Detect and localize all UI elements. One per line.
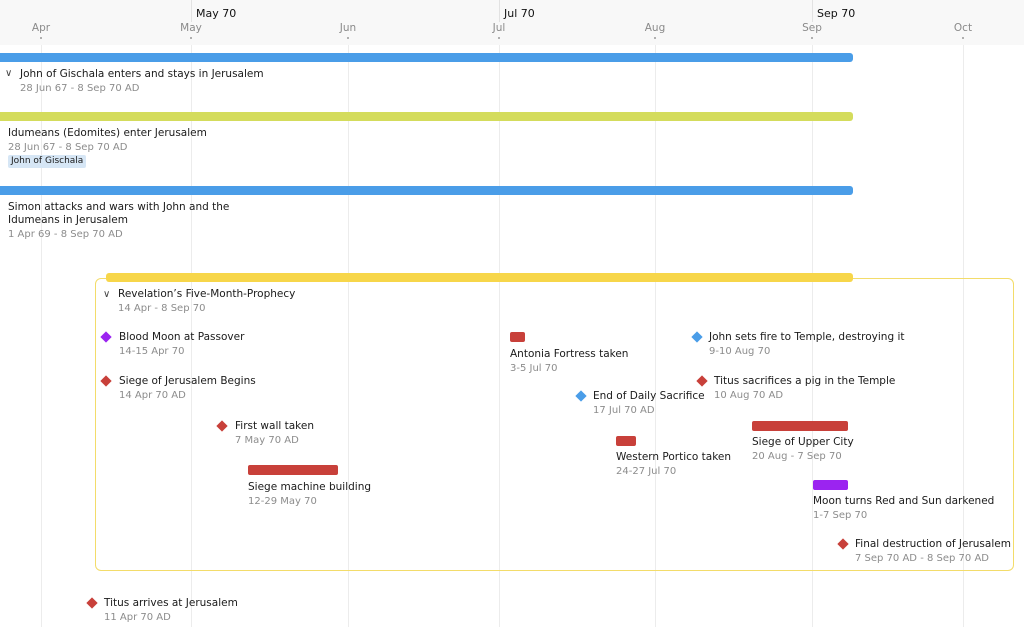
- gridline-may: [191, 45, 192, 627]
- item-title[interactable]: Final destruction of Jerusalem: [855, 538, 1011, 550]
- chevron-down-icon[interactable]: ∨: [103, 289, 111, 300]
- item-dates: 12-29 May 70: [248, 496, 317, 507]
- group-title[interactable]: Revelation’s Five-Month-Prophecy: [118, 288, 296, 300]
- group-container: [95, 278, 1014, 571]
- task-bar-western-portico[interactable]: [616, 436, 636, 446]
- task-bar-upper-city[interactable]: [752, 421, 848, 431]
- month-label-oct: Oct: [953, 22, 973, 34]
- item-dates: 9-10 Aug 70: [709, 346, 771, 357]
- item-title[interactable]: Siege machine building: [248, 481, 372, 493]
- gridline-apr: [41, 45, 42, 627]
- gridline-jul: [499, 45, 500, 627]
- item-title[interactable]: Siege of Jerusalem Begins: [119, 375, 256, 387]
- event-dates: 28 Jun 67 - 8 Sep 70 AD: [8, 142, 128, 153]
- event-title[interactable]: Titus arrives at Jerusalem: [104, 597, 238, 609]
- event-bar-john-of-gischala[interactable]: [0, 53, 853, 62]
- item-dates: 17 Jul 70 AD: [593, 405, 655, 416]
- task-bar-moon-red[interactable]: [813, 480, 848, 490]
- event-bar-idumeans[interactable]: [0, 112, 853, 121]
- item-dates: 7 May 70 AD: [235, 435, 299, 446]
- month-tick: [962, 37, 964, 39]
- upper-tick: [812, 0, 813, 22]
- event-dates: 28 Jun 67 - 8 Sep 70 AD: [20, 83, 140, 94]
- month-label-apr: Apr: [31, 22, 51, 34]
- month-tick: [347, 37, 349, 39]
- task-bar-siege-machine[interactable]: [248, 465, 338, 475]
- item-dates: 1-7 Sep 70: [813, 510, 868, 521]
- upper-tick: [499, 0, 500, 22]
- item-dates: 14-15 Apr 70: [119, 346, 185, 357]
- item-title[interactable]: Titus sacrifices a pig in the Temple: [714, 375, 896, 387]
- group-dates: 14 Apr - 8 Sep 70: [118, 303, 206, 314]
- month-label-jul: Jul: [492, 22, 506, 34]
- event-dates: 11 Apr 70 AD: [104, 612, 171, 623]
- month-tick: [654, 37, 656, 39]
- milestone-diamond-icon[interactable]: [86, 597, 98, 609]
- gridline-jun: [348, 45, 349, 627]
- item-dates: 24-27 Jul 70: [616, 466, 677, 477]
- event-bar-simon-attacks[interactable]: [0, 186, 853, 195]
- event-title-line2[interactable]: Idumeans in Jerusalem: [8, 214, 128, 226]
- item-dates: 14 Apr 70 AD: [119, 390, 186, 401]
- group-bar-five-month-prophecy[interactable]: [106, 273, 853, 282]
- upper-tick: [191, 0, 192, 22]
- event-tag[interactable]: John of Gischala: [8, 155, 87, 168]
- item-title[interactable]: Antonia Fortress taken: [510, 348, 629, 360]
- item-dates: 3-5 Jul 70: [510, 363, 558, 374]
- item-dates: 10 Aug 70 AD: [714, 390, 784, 401]
- item-title[interactable]: Western Portico taken: [616, 451, 732, 463]
- month-label-may: May: [180, 22, 202, 34]
- item-dates: 20 Aug - 7 Sep 70: [752, 451, 842, 462]
- item-title[interactable]: First wall taken: [235, 420, 315, 432]
- item-title[interactable]: John sets fire to Temple, destroying it: [709, 331, 905, 343]
- month-label-aug: Aug: [644, 22, 666, 34]
- event-dates: 1 Apr 69 - 8 Sep 70 AD: [8, 229, 123, 240]
- upper-label-jul-70: Jul 70: [504, 7, 535, 20]
- timescale-header: May 70 Jul 70 Sep 70 Apr May Jun Jul Aug…: [0, 0, 1024, 45]
- gridline-aug: [655, 45, 656, 627]
- upper-label-may-70: May 70: [196, 7, 237, 20]
- month-tick: [190, 37, 192, 39]
- event-title[interactable]: Idumeans (Edomites) enter Jerusalem: [8, 127, 207, 139]
- item-title[interactable]: Moon turns Red and Sun darkened: [813, 495, 995, 507]
- month-label-jun: Jun: [339, 22, 357, 34]
- chevron-down-icon[interactable]: ∨: [5, 68, 13, 79]
- item-title[interactable]: Siege of Upper City: [752, 436, 854, 448]
- month-tick: [498, 37, 500, 39]
- gridline-sep: [812, 45, 813, 627]
- item-title[interactable]: Blood Moon at Passover: [119, 331, 245, 343]
- month-label-sep: Sep: [802, 22, 822, 34]
- event-title-line1[interactable]: Simon attacks and wars with John and the: [8, 201, 230, 213]
- event-title[interactable]: John of Gischala enters and stays in Jer…: [20, 68, 264, 80]
- item-dates: 7 Sep 70 AD - 8 Sep 70 AD: [855, 553, 989, 564]
- task-bar-antonia[interactable]: [510, 332, 525, 342]
- month-tick: [40, 37, 42, 39]
- month-tick: [811, 37, 813, 39]
- gridline-oct: [963, 45, 964, 627]
- upper-label-sep-70: Sep 70: [817, 7, 856, 20]
- item-title[interactable]: End of Daily Sacrifice: [593, 390, 705, 402]
